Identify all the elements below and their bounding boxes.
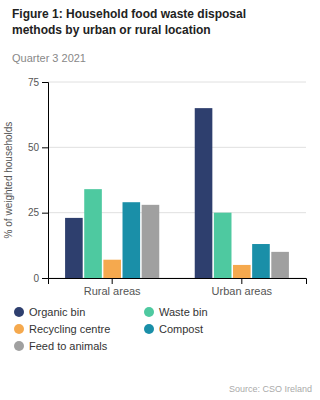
y-tick-label: 50 bbox=[28, 142, 40, 153]
bar-series bbox=[123, 202, 270, 278]
x-tick: Rural areas bbox=[84, 278, 141, 297]
legend-label: Compost bbox=[159, 323, 203, 335]
y-tick: 75 bbox=[28, 77, 48, 88]
bar bbox=[84, 189, 102, 278]
legend-swatch bbox=[14, 324, 24, 334]
y-axis-line bbox=[42, 83, 49, 279]
y-tick: 50 bbox=[28, 142, 48, 153]
legend-label: Recycling centre bbox=[29, 323, 110, 335]
grid bbox=[48, 82, 306, 278]
chart-container: Figure 1: Household food waste disposal m… bbox=[0, 0, 320, 400]
bar bbox=[233, 265, 251, 278]
bar bbox=[103, 260, 121, 278]
legend-swatch bbox=[144, 324, 154, 334]
bar bbox=[65, 218, 83, 278]
y-tick-mark bbox=[42, 82, 48, 83]
bar-series bbox=[84, 189, 231, 278]
legend-swatch bbox=[14, 307, 24, 317]
bar-series bbox=[142, 205, 289, 278]
y-tick-label: 25 bbox=[28, 207, 40, 218]
bar bbox=[252, 244, 270, 278]
x-tick-label: Urban areas bbox=[212, 285, 273, 297]
x-axis: Rural areas Urban areas bbox=[49, 278, 307, 297]
bar bbox=[214, 213, 232, 278]
legend-item: Waste bin bbox=[144, 306, 208, 318]
x-tick-mark bbox=[241, 278, 242, 284]
plot: 0 25 50 75 Rural areas Urban areas bbox=[28, 77, 307, 297]
legend-label: Feed to animals bbox=[29, 340, 108, 352]
chart-svg: Figure 1: Household food waste disposal m… bbox=[0, 0, 320, 400]
y-axis-title: % of weighted households bbox=[3, 122, 14, 239]
bar bbox=[195, 108, 213, 278]
legend-item: Organic bin bbox=[14, 306, 85, 318]
legend-swatch bbox=[14, 341, 24, 351]
y-tick-label: 0 bbox=[33, 273, 39, 284]
x-axis-line bbox=[49, 279, 307, 285]
x-tick: Urban areas bbox=[212, 278, 273, 297]
title: Figure 1: Household food waste disposal m… bbox=[12, 7, 246, 37]
bars bbox=[65, 108, 289, 278]
subtitle: Quarter 3 2021 bbox=[12, 52, 86, 64]
legend-item: Compost bbox=[144, 323, 203, 335]
legend-item: Feed to animals bbox=[14, 340, 108, 352]
y-axis: 0 25 50 75 bbox=[28, 77, 49, 284]
y-tick-mark bbox=[42, 213, 48, 214]
legend-label: Organic bin bbox=[29, 306, 85, 318]
bar bbox=[142, 205, 160, 278]
legend-swatch bbox=[144, 307, 154, 317]
bar-series bbox=[65, 108, 212, 278]
title-line: Figure 1: Household food waste disposal bbox=[12, 7, 246, 21]
y-tick: 25 bbox=[28, 207, 48, 218]
y-tick-mark bbox=[42, 147, 48, 148]
legend-label: Waste bin bbox=[159, 306, 208, 318]
title-line: methods by urban or rural location bbox=[12, 23, 211, 37]
x-tick-label: Rural areas bbox=[84, 285, 141, 297]
x-tick-mark bbox=[112, 278, 113, 284]
y-tick-mark bbox=[42, 278, 48, 279]
grid-line bbox=[48, 82, 306, 83]
legend-item: Recycling centre bbox=[14, 323, 110, 335]
bar bbox=[271, 252, 289, 278]
grid-line bbox=[48, 147, 306, 148]
legend: Organic bin Waste bin Recycling centre Comp… bbox=[14, 306, 208, 352]
annotation: Source: CSO Ireland bbox=[229, 384, 312, 394]
bar bbox=[123, 202, 141, 278]
y-tick: 0 bbox=[33, 273, 48, 284]
y-tick-label: 75 bbox=[28, 77, 40, 88]
